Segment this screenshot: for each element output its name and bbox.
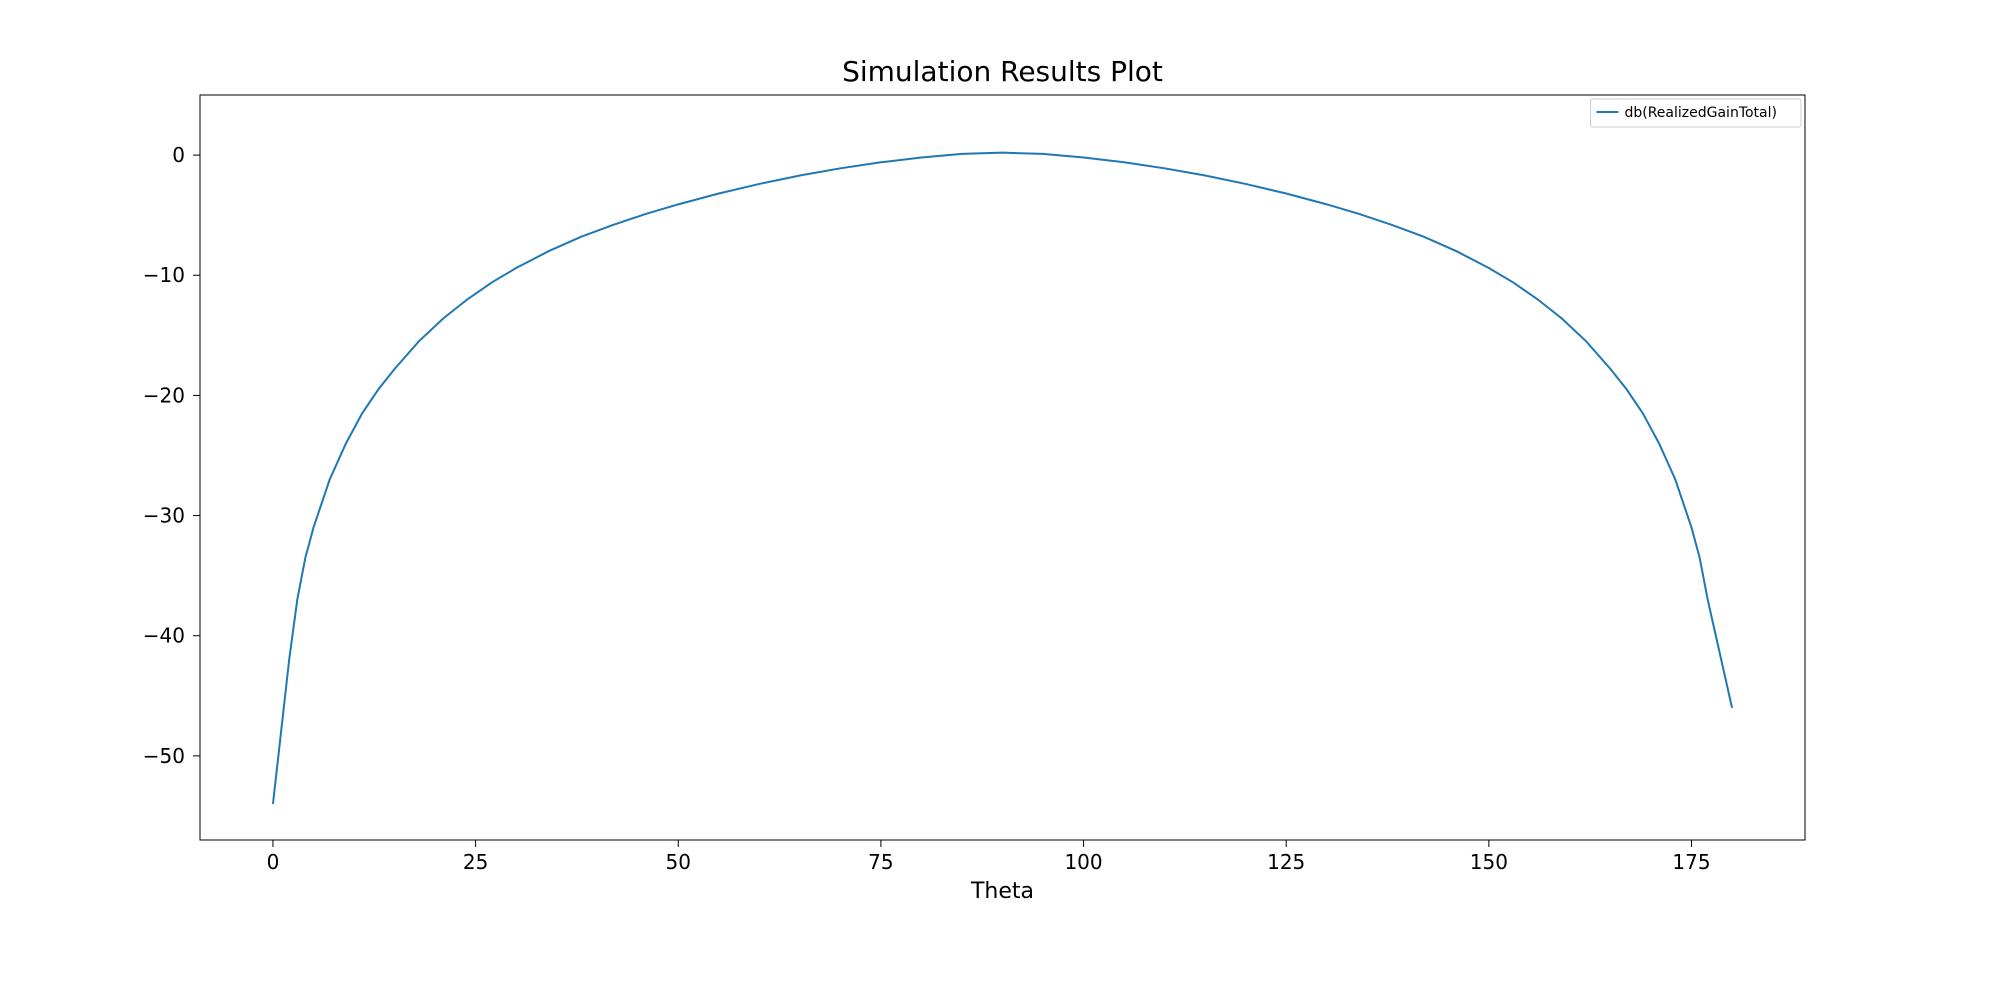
legend-label: db(RealizedGainTotal) [1624, 105, 1777, 121]
y-tick-label: −10 [143, 263, 185, 287]
chart-svg: 0 25 50 75 100 125 150 175 −50 −40 −30 −20 −10 0 Simul… [0, 0, 2000, 1000]
y-tick-label: −50 [143, 744, 185, 768]
x-tick-label: 50 [666, 850, 691, 874]
x-tick-label: 25 [463, 850, 488, 874]
x-tick-label: 175 [1672, 850, 1710, 874]
y-tick-label: −30 [143, 504, 185, 528]
x-tick-label: 125 [1267, 850, 1305, 874]
x-tick-label: 0 [267, 850, 280, 874]
x-axis-label: Theta [970, 879, 1034, 904]
chart-container: 0 25 50 75 100 125 150 175 −50 −40 −30 −20 −10 0 Simul… [0, 0, 2000, 1000]
y-tick-label: 0 [172, 143, 185, 167]
y-tick-label: −20 [143, 383, 185, 407]
y-tick-label: −40 [143, 624, 185, 648]
x-tick-label: 150 [1470, 850, 1508, 874]
series-line [273, 153, 1732, 804]
plot-border [200, 95, 1805, 840]
x-tick-label: 100 [1064, 850, 1102, 874]
chart-title: Simulation Results Plot [842, 55, 1163, 88]
x-tick-label: 75 [868, 850, 893, 874]
